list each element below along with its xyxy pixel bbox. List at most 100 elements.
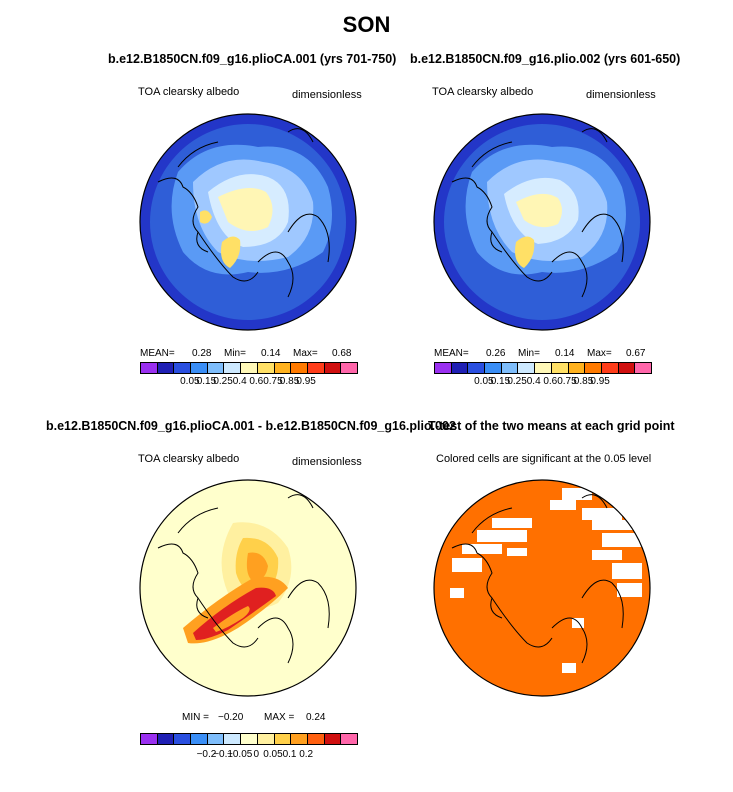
panel3-max-value: 0.24 — [306, 712, 326, 723]
colorbar-tick-label: 0.05 — [474, 376, 494, 387]
colorbar-tick-label: 0.6 — [543, 376, 558, 387]
panel1-stats: MEAN= 0.28 Min= 0.14 Max= 0.68 — [140, 348, 360, 360]
colorbar-swatch — [551, 363, 569, 373]
panel2-max-label: Max= — [587, 348, 612, 359]
panel2-variable-label: TOA clearsky albedo — [432, 86, 534, 98]
colorbar-swatch — [157, 363, 175, 373]
colorbar-swatch — [451, 363, 469, 373]
colorbar-tick-label: 0.25 — [213, 376, 233, 387]
colorbar-swatch — [324, 734, 342, 744]
colorbar-swatch — [191, 363, 208, 373]
panel1-min-value: 0.14 — [261, 348, 281, 359]
colorbar-tick-label: 0.05 — [180, 376, 200, 387]
panel1-units-label: dimensionless — [292, 89, 362, 101]
colorbar-tick-label: 0.95 — [590, 376, 610, 387]
colorbar-swatch — [535, 363, 552, 373]
panel3-title: b.e12.B1850CN.f09_g16.plioCA.001 - b.e12… — [46, 419, 456, 433]
colorbar-tick-label: 0 — [253, 749, 260, 760]
colorbar-swatch — [341, 734, 357, 744]
panel3-min-value: −0.20 — [218, 712, 244, 723]
colorbar-tick-label: 0.15 — [490, 376, 511, 387]
colorbar-swatch — [635, 363, 651, 373]
panel1-polar-map — [139, 113, 357, 331]
panel2-colorbar-ticks: 0.05 0.15 0.25 0.4 0.6 0.75 0.85 0.95 — [434, 376, 650, 388]
panel2-title: b.e12.B1850CN.f09_g16.plio.002 (yrs 601-… — [410, 52, 681, 66]
colorbar-tick-label: 0.4 — [232, 376, 247, 387]
colorbar-swatch — [141, 734, 158, 744]
colorbar-swatch — [307, 734, 325, 744]
colorbar-tick-label: 0.75 — [263, 376, 283, 387]
colorbar-tick-label: 0.95 — [296, 376, 316, 387]
panel1-max-label: Max= — [293, 348, 318, 359]
colorbar-swatch — [324, 363, 342, 373]
colorbar-tick-label: 0.85 — [573, 376, 594, 387]
panel3-polar-map — [139, 479, 357, 697]
colorbar-swatch — [191, 734, 208, 744]
panel1-variable-label: TOA clearsky albedo — [138, 86, 240, 98]
colorbar-tick-label: −0.1 — [213, 749, 233, 760]
panel1-colorbar — [140, 362, 358, 374]
colorbar-swatch — [585, 363, 602, 373]
colorbar-tick-label: 0.15 — [196, 376, 217, 387]
panel3-colorbar — [140, 733, 358, 745]
colorbar-swatch — [291, 734, 308, 744]
colorbar-swatch — [174, 363, 192, 373]
colorbar-swatch — [257, 363, 275, 373]
colorbar-tick-label: 0.05 — [263, 749, 283, 760]
panel4-polar-map — [433, 479, 651, 697]
panel2-units-label: dimensionless — [586, 89, 656, 101]
colorbar-swatch — [224, 363, 242, 373]
panel1-colorbar-ticks: 0.05 0.15 0.25 0.4 0.6 0.75 0.85 0.95 — [140, 376, 356, 388]
colorbar-swatch — [601, 363, 619, 373]
colorbar-swatch — [568, 363, 586, 373]
panel1-min-label: Min= — [224, 348, 246, 359]
colorbar-swatch — [157, 734, 175, 744]
panel4-title: T-test of the two means at each grid poi… — [428, 419, 675, 433]
panel3-units-label: dimensionless — [292, 456, 362, 468]
panel2-min-label: Min= — [518, 348, 540, 359]
panel2-mean-value: 0.26 — [486, 348, 506, 359]
colorbar-swatch — [274, 734, 292, 744]
colorbar-swatch — [241, 734, 258, 744]
colorbar-swatch — [341, 363, 357, 373]
panel2-max-value: 0.67 — [626, 348, 646, 359]
colorbar-tick-label: 0.2 — [299, 749, 314, 760]
colorbar-swatch — [207, 734, 225, 744]
colorbar-swatch — [224, 734, 242, 744]
panel2-colorbar — [434, 362, 652, 374]
colorbar-tick-label: −0.2 — [196, 749, 217, 760]
panel4-significance-label: Colored cells are significant at the 0.0… — [436, 453, 652, 465]
colorbar-swatch — [518, 363, 536, 373]
colorbar-swatch — [241, 363, 258, 373]
panel3-min-label: MIN = — [182, 712, 209, 723]
panel2-min-value: 0.14 — [555, 348, 575, 359]
colorbar-tick-label: 0.1 — [282, 749, 297, 760]
panel1-mean-label: MEAN= — [140, 348, 175, 359]
colorbar-tick-label: 0.25 — [507, 376, 527, 387]
panel1-max-value: 0.68 — [332, 348, 352, 359]
colorbar-swatch — [274, 363, 292, 373]
colorbar-swatch — [435, 363, 452, 373]
panel2-mean-label: MEAN= — [434, 348, 469, 359]
panel1-mean-value: 0.28 — [192, 348, 212, 359]
colorbar-swatch — [257, 734, 275, 744]
panel3-variable-label: TOA clearsky albedo — [138, 453, 240, 465]
colorbar-swatch — [501, 363, 519, 373]
colorbar-tick-label: 0.75 — [557, 376, 577, 387]
colorbar-swatch — [291, 363, 308, 373]
colorbar-swatch — [618, 363, 636, 373]
colorbar-swatch — [485, 363, 502, 373]
colorbar-swatch — [468, 363, 486, 373]
colorbar-swatch — [174, 734, 192, 744]
colorbar-swatch — [141, 363, 158, 373]
colorbar-tick-label: 0.6 — [249, 376, 264, 387]
panel3-colorbar-ticks: −0.2 −0.1 −0.05 0 0.05 0.1 0.2 — [140, 749, 356, 761]
panel1-title: b.e12.B1850CN.f09_g16.plioCA.001 (yrs 70… — [108, 52, 397, 66]
colorbar-swatch — [207, 363, 225, 373]
panel2-polar-map — [433, 113, 651, 331]
colorbar-tick-label: 0.4 — [526, 376, 541, 387]
colorbar-swatch — [307, 363, 325, 373]
panel2-stats: MEAN= 0.26 Min= 0.14 Max= 0.67 — [434, 348, 654, 360]
panel3-stats: MIN = −0.20 MAX = 0.24 — [182, 712, 342, 724]
season-title: SON — [342, 12, 391, 37]
